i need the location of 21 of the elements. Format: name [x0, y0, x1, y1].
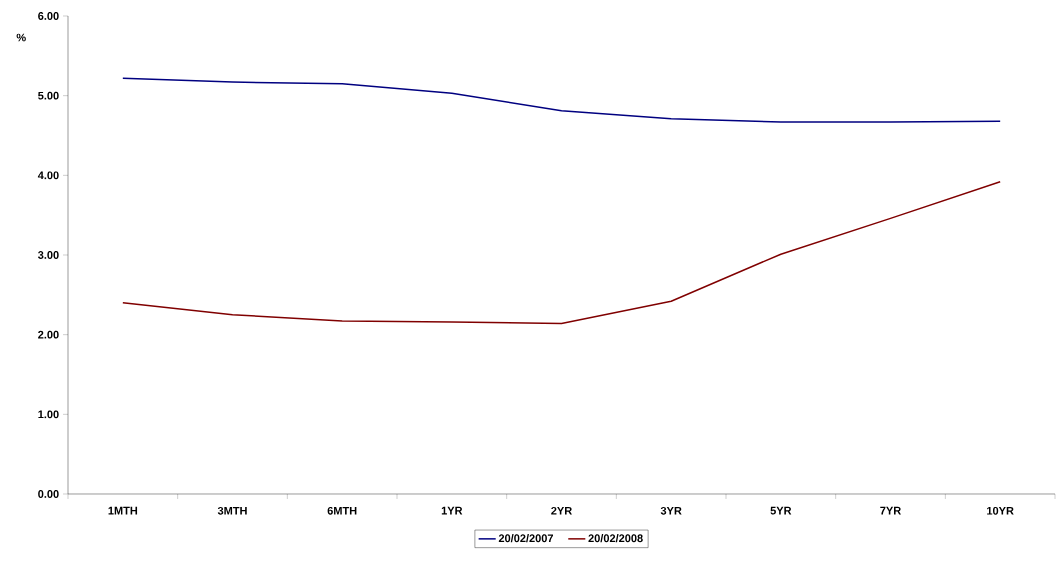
legend-label: 20/02/2007	[498, 534, 554, 543]
line-series	[122, 180, 1001, 325]
y-tick-label: 1.00	[38, 410, 59, 419]
y-tick-label: 2.00	[38, 330, 59, 339]
y-tick-label: 5.00	[38, 91, 59, 100]
x-tick-label: 1MTH	[108, 506, 138, 515]
legend-label: 20/02/2008	[588, 534, 643, 543]
y-axis-title: %	[16, 33, 26, 42]
y-tick-label: 4.00	[37, 171, 59, 180]
x-tick-label: 1YR	[441, 506, 463, 515]
y-tick-label: 0.00	[38, 490, 59, 498]
y-tick-label: 3.00	[37, 251, 59, 259]
x-tick-label: 2YR	[551, 506, 572, 515]
x-tick-label: 7YR	[880, 506, 901, 515]
x-tick-label: 5YR	[770, 506, 792, 515]
line-series	[122, 77, 1001, 123]
x-tick-label: 3MTH	[217, 506, 247, 515]
x-tick-label: 6MTH	[327, 506, 357, 515]
y-tick-label: 6.00	[38, 12, 59, 20]
x-tick-label: 10YR	[987, 506, 1014, 515]
x-tick-label: 3YR	[660, 506, 682, 515]
